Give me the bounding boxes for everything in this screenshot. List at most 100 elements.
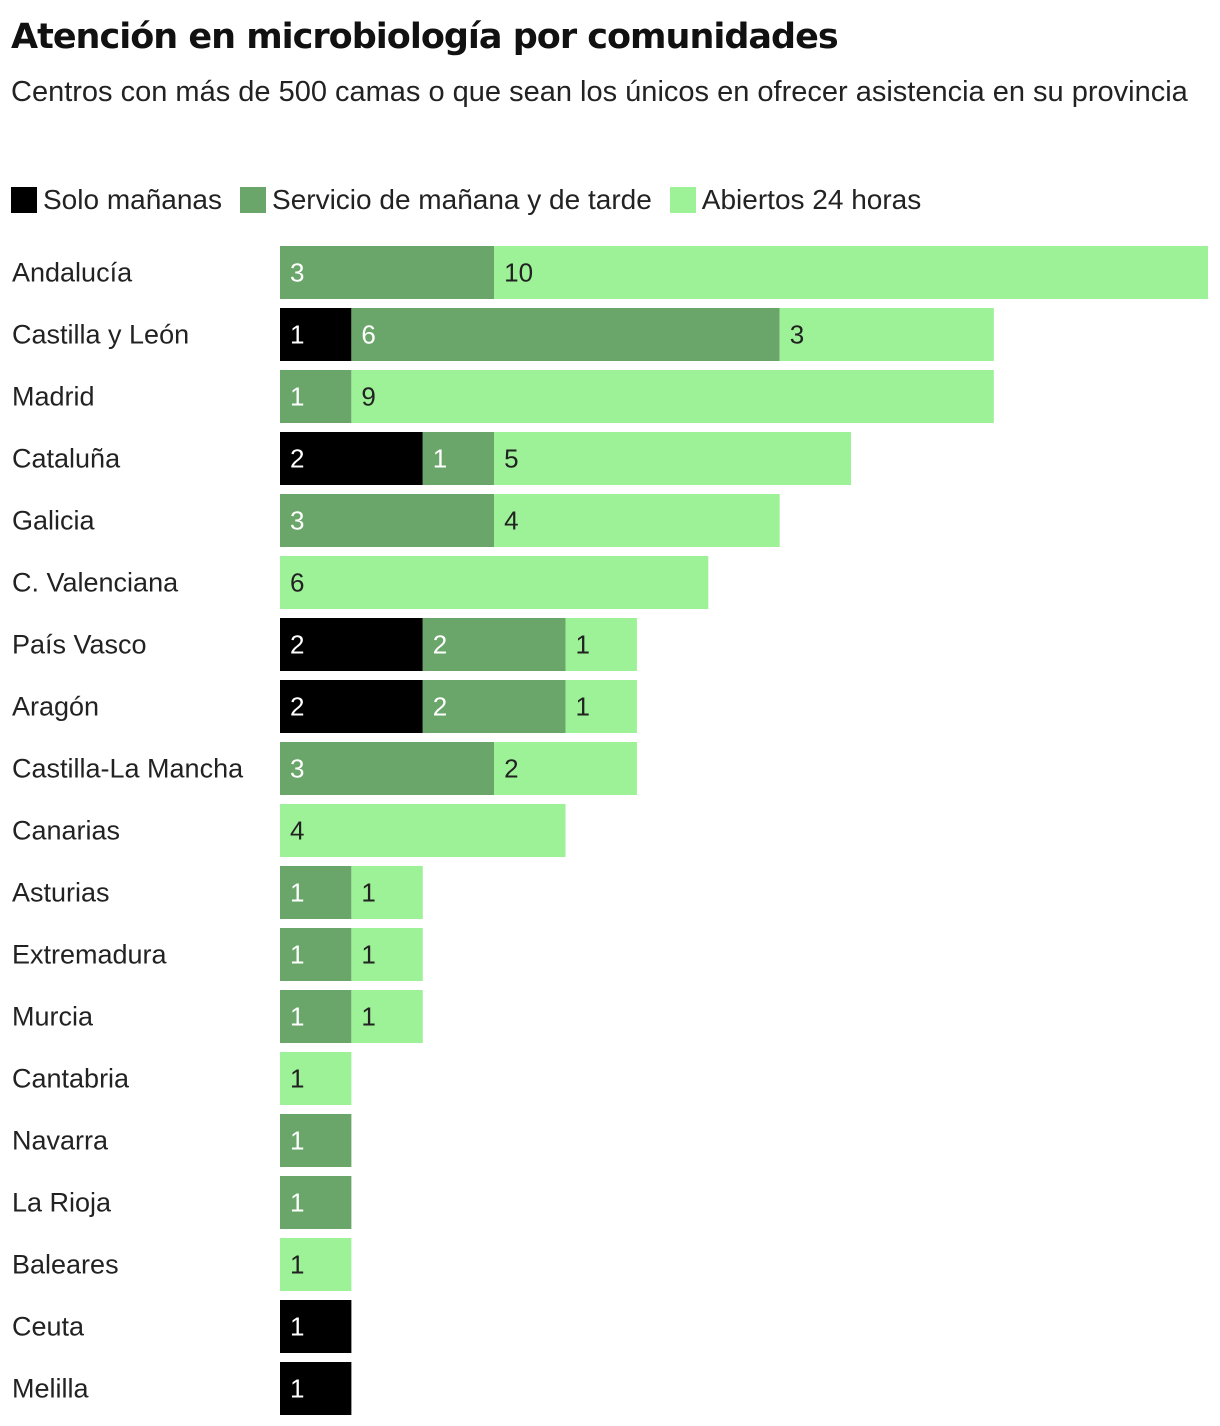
data-label: 1	[433, 444, 447, 474]
category-label: Cataluña	[12, 444, 121, 474]
bar-row-canarias: Canarias 4	[12, 804, 566, 857]
bar-row-castilla-y-leon: Castilla y León 1 6 3	[12, 308, 994, 361]
data-label: 10	[504, 258, 533, 288]
data-label: 1	[290, 1126, 304, 1156]
legend-swatch-solo-mananas	[11, 187, 37, 213]
data-label: 1	[290, 1064, 304, 1094]
category-label: Aragón	[12, 692, 99, 722]
bar-segment-abiertos-24-horas	[565, 680, 637, 733]
data-label: 2	[504, 754, 518, 784]
category-label: La Rioja	[12, 1188, 112, 1218]
data-label: 1	[290, 940, 304, 970]
data-label: 3	[290, 754, 304, 784]
data-label: 1	[361, 1002, 375, 1032]
bar-segment-abiertos-24-horas	[565, 618, 637, 671]
chart-legend: Solo mañanas Servicio de mañana y de tar…	[11, 182, 939, 218]
legend-swatch-manana-y-tarde	[240, 187, 267, 213]
category-label: Murcia	[12, 1002, 94, 1032]
bar-segment-servicio-de-manana-y-de-tarde	[280, 246, 495, 299]
bar-segment-servicio-de-manana-y-de-tarde	[280, 866, 352, 919]
bar-segment-abiertos-24-horas	[351, 866, 423, 919]
bar-segment-abiertos-24-horas	[351, 370, 994, 423]
data-label: 3	[790, 320, 804, 350]
legend-swatch-abiertos-24-horas	[669, 187, 696, 213]
bar-segment-servicio-de-manana-y-de-tarde	[422, 432, 495, 485]
bar-segment-abiertos-24-horas	[494, 742, 637, 795]
data-label: 4	[290, 816, 304, 846]
category-label: País Vasco	[12, 630, 147, 660]
bar-row-madrid: Madrid 1 9	[12, 370, 994, 423]
bar-segment-abiertos-24-horas	[280, 1238, 352, 1291]
data-label: 3	[290, 258, 304, 288]
category-label: Andalucía	[12, 258, 133, 288]
data-label: 1	[290, 1374, 304, 1404]
bar-segment-solo-mananas	[280, 308, 352, 361]
category-label: Galicia	[12, 506, 96, 536]
category-label: Ceuta	[12, 1312, 85, 1342]
bar-row-galicia: Galicia 3 4	[12, 494, 780, 547]
data-label: 6	[361, 320, 375, 350]
data-label: 4	[504, 506, 518, 536]
bar-segment-servicio-de-manana-y-de-tarde	[351, 308, 780, 361]
data-label: 1	[290, 1250, 304, 1280]
bar-row-cataluna: Cataluña 2 1 5	[12, 432, 852, 485]
bar-row-extremadura: Extremadura 1 1	[12, 928, 423, 981]
data-label: 5	[504, 444, 518, 474]
bar-segment-servicio-de-manana-y-de-tarde	[280, 928, 352, 981]
bar-row-la-rioja: La Rioja 1	[12, 1176, 352, 1229]
category-label: Madrid	[12, 382, 95, 412]
bar-segment-servicio-de-manana-y-de-tarde	[280, 1176, 352, 1229]
data-label: 2	[290, 444, 304, 474]
category-label: Extremadura	[12, 940, 168, 970]
legend-item-abiertos-24-horas: Abiertos 24 horas	[669, 184, 921, 216]
bar-row-navarra: Navarra 1	[12, 1114, 352, 1167]
data-label: 1	[290, 878, 304, 908]
data-label: 2	[290, 692, 304, 722]
category-label: Castilla y León	[12, 320, 189, 350]
data-label: 1	[290, 1188, 304, 1218]
data-label: 9	[361, 382, 375, 412]
bar-segment-abiertos-24-horas	[351, 928, 423, 981]
data-label: 2	[433, 692, 447, 722]
bar-row-pais-vasco: País Vasco 2 2 1	[12, 618, 637, 671]
data-label: 1	[290, 1312, 304, 1342]
bar-segment-abiertos-24-horas	[280, 1052, 352, 1105]
chart-subtitle: Centros con más de 500 camas o que sean …	[11, 76, 1188, 108]
bar-segment-solo-mananas	[280, 618, 423, 671]
legend-item-solo-mananas: Solo mañanas	[11, 184, 222, 216]
data-label: 1	[361, 878, 375, 908]
data-label: 1	[361, 940, 375, 970]
bar-segment-solo-mananas	[280, 1300, 352, 1353]
bar-segment-abiertos-24-horas	[494, 494, 780, 547]
category-label: Canarias	[12, 816, 120, 846]
bar-row-aragon: Aragón 2 2 1	[12, 680, 637, 733]
bar-row-murcia: Murcia 1 1	[12, 990, 423, 1043]
data-label: 1	[290, 382, 304, 412]
data-label: 6	[290, 568, 304, 598]
bar-segment-abiertos-24-horas	[280, 556, 709, 609]
category-label: Navarra	[12, 1126, 109, 1156]
legend-item-manana-y-tarde: Servicio de mañana y de tarde	[240, 184, 652, 216]
data-label: 2	[290, 630, 304, 660]
bar-segment-servicio-de-manana-y-de-tarde	[280, 494, 495, 547]
category-label: Cantabria	[12, 1064, 130, 1094]
bar-segment-abiertos-24-horas	[351, 990, 423, 1043]
bar-segment-solo-mananas	[280, 680, 423, 733]
bar-segment-servicio-de-manana-y-de-tarde	[280, 742, 495, 795]
data-label: 2	[433, 630, 447, 660]
bar-segment-servicio-de-manana-y-de-tarde	[280, 1114, 352, 1167]
category-label: Melilla	[12, 1374, 90, 1404]
legend-label-manana-y-tarde: Servicio de mañana y de tarde	[272, 184, 652, 215]
chart-title: Atención en microbiología por comunidade…	[11, 17, 839, 57]
bar-segment-abiertos-24-horas	[779, 308, 994, 361]
bar-segment-abiertos-24-horas	[280, 804, 566, 857]
category-label: Baleares	[12, 1250, 119, 1280]
bar-row-andalucia: Andalucía 3 10	[12, 246, 1209, 299]
data-label: 1	[576, 630, 590, 660]
bar-segment-servicio-de-manana-y-de-tarde	[280, 990, 352, 1043]
bar-segment-servicio-de-manana-y-de-tarde	[280, 370, 352, 423]
data-label: 1	[290, 1002, 304, 1032]
data-label: 3	[290, 506, 304, 536]
bar-row-ceuta: Ceuta 1	[12, 1300, 352, 1353]
bar-row-melilla: Melilla 1	[12, 1362, 352, 1415]
